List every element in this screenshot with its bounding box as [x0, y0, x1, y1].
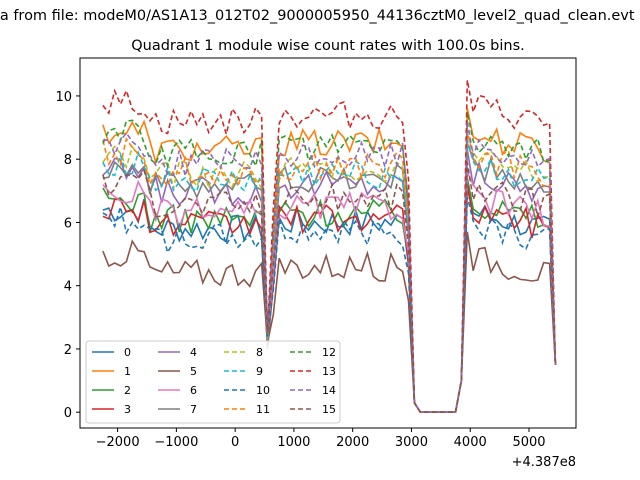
legend-label: 8 — [256, 346, 263, 359]
plot-area — [79, 57, 577, 429]
series-line-9 — [102, 139, 557, 414]
series-line-6 — [102, 171, 557, 414]
legend-label: 2 — [124, 384, 131, 397]
plot-frame — [79, 57, 577, 429]
chart-title: Quadrant 1 module wise count rates with … — [131, 38, 525, 54]
series-line-5 — [102, 231, 557, 414]
legend-label: 11 — [256, 403, 270, 416]
legend-label: 13 — [322, 365, 336, 378]
y-tick-label: 10 — [55, 90, 72, 105]
y-axis: 0 2 4 6 8 10 — [55, 90, 80, 421]
legend-label: 9 — [256, 365, 263, 378]
y-tick-label: 4 — [64, 280, 72, 295]
x-tick-label: 3000 — [395, 435, 428, 450]
y-tick-label: 2 — [64, 343, 72, 358]
chart-suptitle: Plotting data from file: modeM0/AS1A13_0… — [0, 8, 635, 24]
series-line-10 — [102, 196, 557, 414]
series-line-1 — [102, 108, 557, 414]
series-line-14 — [102, 121, 557, 414]
legend-label: 15 — [322, 403, 336, 416]
x-tick-label: 4000 — [454, 435, 487, 450]
legend-box — [85, 340, 341, 424]
series-line-15 — [102, 162, 557, 414]
x-tick-label: 0 — [231, 435, 239, 450]
x-tick-label: 1000 — [277, 435, 310, 450]
x-tick-label: 2000 — [336, 435, 369, 450]
legend-label: 0 — [124, 346, 131, 359]
x-offset-label: +4.387e8 — [512, 455, 576, 470]
legend-label: 3 — [124, 403, 131, 416]
legend-label: 10 — [256, 384, 270, 397]
legend-label: 14 — [322, 384, 336, 397]
legend-label: 1 — [124, 365, 131, 378]
x-tick-label: −2000 — [96, 435, 140, 450]
legend-label: 4 — [190, 346, 197, 359]
legend-label: 5 — [190, 365, 197, 378]
y-tick-label: 6 — [64, 216, 72, 231]
series-line-13 — [102, 79, 557, 414]
legend-label: 12 — [322, 346, 336, 359]
x-axis: −2000 −1000 0 1000 2000 3000 4000 5000 — [96, 428, 546, 450]
legend-label: 7 — [190, 403, 197, 416]
series-line-11 — [102, 130, 557, 414]
y-tick-label: 0 — [64, 406, 72, 421]
x-tick-label: 5000 — [512, 435, 545, 450]
y-tick-label: 8 — [64, 153, 72, 168]
series-line-12 — [102, 111, 557, 414]
legend-label: 6 — [190, 384, 197, 397]
x-tick-label: −1000 — [154, 435, 198, 450]
